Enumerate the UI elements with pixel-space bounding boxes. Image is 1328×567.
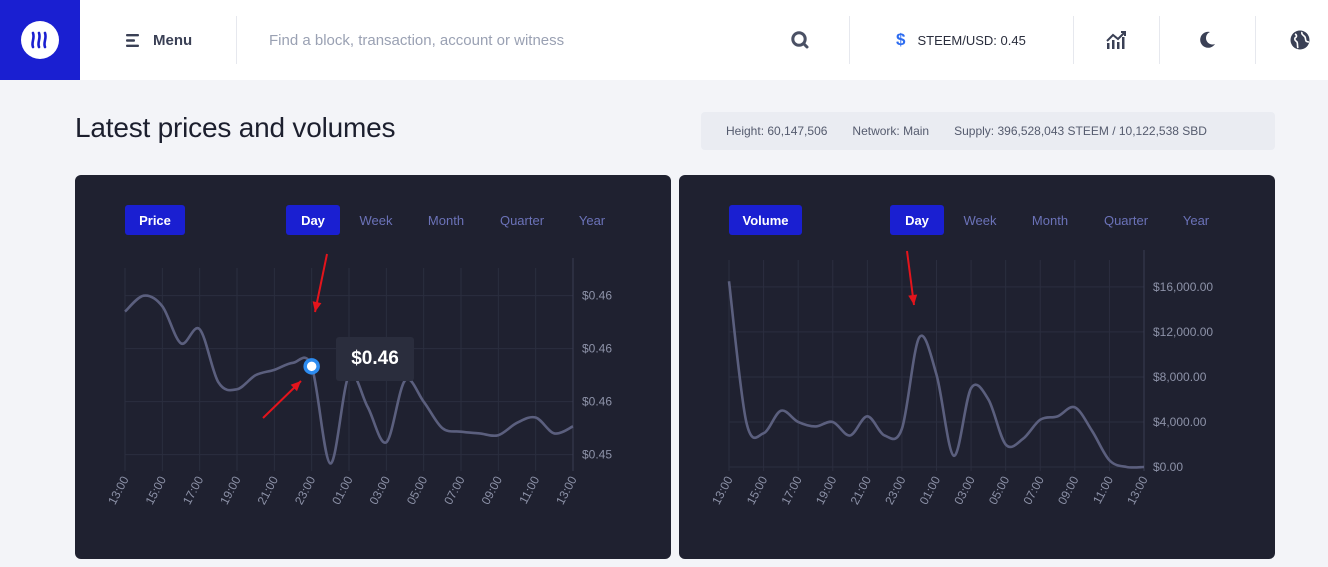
divider xyxy=(1159,16,1160,64)
x-tick-label: 07:00 xyxy=(441,474,468,507)
divider xyxy=(1255,16,1256,64)
page-title: Latest prices and volumes xyxy=(75,112,396,143)
price-tooltip: $0.46 xyxy=(336,337,414,381)
volume-tab-day[interactable]: Day xyxy=(890,205,944,235)
supply-info: Supply: 396,528,043 STEEM / 10,122,538 S… xyxy=(954,124,1207,138)
chart-icon xyxy=(1106,31,1126,49)
volume-tab-year[interactable]: Year xyxy=(1182,212,1210,228)
x-tick-label: 23:00 xyxy=(882,474,909,507)
y-tick-label: $4,000.00 xyxy=(1153,415,1207,429)
price-tab-day[interactable]: Day xyxy=(286,205,340,235)
language-button[interactable] xyxy=(1288,28,1312,52)
y-tick-label: $0.00 xyxy=(1153,460,1183,474)
volume-tab-month[interactable]: Month xyxy=(1031,212,1069,228)
globe-icon xyxy=(1290,30,1310,50)
x-tick-label: 01:00 xyxy=(329,474,356,507)
x-tick-label: 13:00 xyxy=(105,474,132,507)
x-tick-label: 09:00 xyxy=(1055,474,1082,507)
x-tick-label: 19:00 xyxy=(813,474,840,507)
x-tick-label: 05:00 xyxy=(404,474,431,507)
price-tab-month[interactable]: Month xyxy=(427,212,465,228)
dollar-icon: $ xyxy=(896,30,906,49)
chart-button[interactable] xyxy=(1104,28,1128,52)
x-tick-label: 23:00 xyxy=(292,474,319,507)
annotation-arrowhead xyxy=(312,301,322,312)
y-tick-label: $12,000.00 xyxy=(1153,325,1213,339)
divider xyxy=(236,16,237,64)
price-chart-panel: Price Day Week Month Quarter Year $0.46 $… xyxy=(75,175,671,559)
x-tick-label: 05:00 xyxy=(986,474,1013,507)
top-navbar: Menu $ STEEM/USD: 0.45 xyxy=(0,0,1328,80)
hamburger-icon xyxy=(126,33,139,47)
hover-marker xyxy=(303,358,320,375)
block-height: Height: 60,147,506 xyxy=(726,124,828,138)
divider xyxy=(1073,16,1074,64)
x-tick-label: 07:00 xyxy=(1020,474,1047,507)
menu-button[interactable]: Menu xyxy=(126,28,192,52)
search-input[interactable] xyxy=(256,24,776,56)
y-tick-label: $0.45 xyxy=(582,448,612,462)
x-tick-label: 09:00 xyxy=(479,474,506,507)
steem-logo[interactable] xyxy=(0,0,80,80)
price-toggle[interactable]: Price xyxy=(125,205,185,235)
network-name: Network: Main xyxy=(852,124,930,138)
x-tick-label: 13:00 xyxy=(553,474,580,507)
annotation-arrowhead xyxy=(290,381,301,392)
steem-logo-icon xyxy=(31,31,47,49)
volume-chart[interactable]: $16,000.00 $12,000.00 $8,000.00 $4,000.00 $0… xyxy=(679,175,1275,559)
network-stats-bar: Height: 60,147,506 Network: Main Supply:… xyxy=(701,112,1275,150)
x-tick-label: 03:00 xyxy=(951,474,978,507)
volume-toggle[interactable]: Volume xyxy=(729,205,802,235)
series-line xyxy=(727,281,1145,469)
volume-chart-panel: Volume Day Week Month Quarter Year $16,0… xyxy=(679,175,1275,559)
price-ticker-text: STEEM/USD: 0.45 xyxy=(917,32,1026,48)
y-tick-label: $8,000.00 xyxy=(1153,370,1207,384)
x-tick-label: 15:00 xyxy=(143,474,170,507)
logo-mark xyxy=(21,21,59,59)
x-tick-label: 03:00 xyxy=(367,474,394,507)
search-icon xyxy=(791,31,809,49)
y-tick-label: $0.46 xyxy=(582,289,612,303)
volume-tab-week[interactable]: Week xyxy=(963,212,997,228)
x-tick-label: 13:00 xyxy=(709,474,736,507)
price-tab-quarter[interactable]: Quarter xyxy=(499,212,545,228)
price-tab-week[interactable]: Week xyxy=(359,212,393,228)
x-tick-label: 13:00 xyxy=(1124,474,1151,507)
x-tick-label: 21:00 xyxy=(848,474,875,507)
moon-icon xyxy=(1200,31,1215,48)
x-tick-label: 15:00 xyxy=(744,474,771,507)
y-tick-label: $0.46 xyxy=(582,395,612,409)
annotation-arrowhead xyxy=(908,294,918,305)
x-tick-label: 17:00 xyxy=(180,474,207,507)
x-tick-label: 11:00 xyxy=(516,474,542,507)
dark-mode-toggle[interactable] xyxy=(1195,28,1219,52)
y-tick-label: $16,000.00 xyxy=(1153,280,1213,294)
x-tick-label: 01:00 xyxy=(917,474,944,507)
x-tick-label: 19:00 xyxy=(217,474,244,507)
divider xyxy=(849,16,850,64)
price-tab-year[interactable]: Year xyxy=(578,212,606,228)
x-tick-label: 17:00 xyxy=(778,474,805,507)
search-button[interactable] xyxy=(790,30,810,50)
menu-label: Menu xyxy=(153,31,193,49)
volume-tab-quarter[interactable]: Quarter xyxy=(1103,212,1149,228)
x-tick-label: 11:00 xyxy=(1090,474,1116,507)
price-ticker[interactable]: $ STEEM/USD: 0.45 xyxy=(896,30,1026,50)
y-tick-label: $0.46 xyxy=(582,342,612,356)
x-tick-label: 21:00 xyxy=(255,474,282,507)
